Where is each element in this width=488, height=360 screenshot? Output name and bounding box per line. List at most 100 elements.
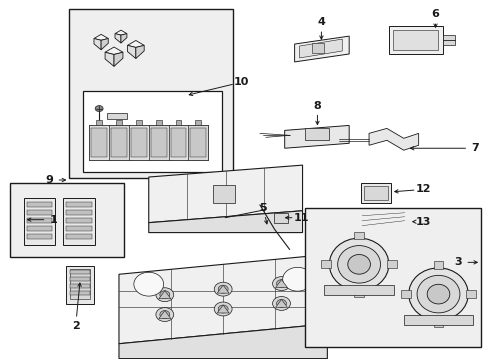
Ellipse shape: [282, 267, 312, 291]
Bar: [213, 185, 235, 203]
Polygon shape: [105, 47, 122, 54]
Ellipse shape: [276, 300, 286, 307]
Ellipse shape: [272, 297, 290, 310]
Bar: [190, 129, 206, 157]
Bar: [66, 226, 92, 231]
Ellipse shape: [156, 288, 173, 302]
Bar: [69, 9, 233, 178]
Bar: [107, 113, 127, 120]
Bar: [66, 210, 92, 215]
Bar: [150, 129, 166, 157]
Ellipse shape: [214, 302, 232, 316]
Bar: [66, 218, 92, 223]
Bar: [364, 186, 387, 200]
Bar: [63, 198, 95, 246]
Polygon shape: [284, 125, 348, 148]
Polygon shape: [94, 34, 108, 40]
Bar: [304, 208, 480, 347]
Bar: [66, 234, 92, 239]
Polygon shape: [114, 52, 122, 66]
Bar: [27, 226, 52, 231]
Polygon shape: [127, 40, 144, 48]
Text: 9: 9: [45, 175, 53, 185]
Ellipse shape: [416, 275, 459, 313]
Bar: [388, 26, 443, 54]
Text: 7: 7: [470, 143, 478, 153]
Polygon shape: [299, 39, 342, 58]
Text: 6: 6: [431, 9, 439, 19]
Bar: [324, 285, 393, 295]
Ellipse shape: [156, 307, 173, 321]
Polygon shape: [94, 39, 101, 50]
Polygon shape: [115, 33, 121, 43]
Bar: [443, 35, 454, 45]
Ellipse shape: [95, 105, 103, 112]
Bar: [304, 129, 328, 140]
Ellipse shape: [328, 238, 388, 291]
Polygon shape: [115, 30, 127, 35]
Ellipse shape: [337, 246, 380, 283]
Polygon shape: [127, 45, 136, 59]
Ellipse shape: [347, 255, 370, 274]
Text: 11: 11: [293, 213, 309, 223]
Ellipse shape: [160, 291, 169, 299]
Bar: [353, 231, 364, 239]
Polygon shape: [105, 52, 114, 66]
Bar: [91, 129, 107, 157]
Bar: [392, 30, 438, 50]
Bar: [70, 277, 90, 281]
Bar: [70, 269, 90, 299]
Bar: [312, 43, 324, 53]
Text: 3: 3: [453, 257, 461, 267]
Polygon shape: [119, 255, 326, 344]
Bar: [195, 121, 201, 125]
Bar: [136, 121, 142, 125]
Bar: [466, 290, 475, 298]
Bar: [148, 125, 168, 160]
Text: 4: 4: [317, 17, 325, 27]
Polygon shape: [275, 280, 287, 288]
Bar: [403, 315, 472, 325]
Text: 1: 1: [49, 215, 57, 225]
Bar: [10, 183, 123, 257]
Bar: [70, 291, 90, 295]
Bar: [70, 270, 90, 274]
Bar: [175, 121, 181, 125]
Bar: [129, 125, 148, 160]
Polygon shape: [159, 291, 170, 299]
Text: 5: 5: [259, 203, 266, 213]
Ellipse shape: [276, 280, 286, 288]
Bar: [386, 260, 396, 268]
Text: 2: 2: [72, 321, 80, 331]
Text: 12: 12: [415, 184, 430, 194]
Polygon shape: [217, 285, 229, 293]
Bar: [400, 290, 410, 298]
Bar: [155, 121, 162, 125]
Bar: [170, 129, 186, 157]
Ellipse shape: [160, 311, 169, 319]
Polygon shape: [368, 129, 418, 150]
Bar: [66, 202, 92, 207]
Bar: [353, 289, 364, 297]
Bar: [116, 121, 122, 125]
Ellipse shape: [272, 276, 290, 291]
Polygon shape: [136, 45, 144, 59]
Bar: [96, 121, 102, 125]
Bar: [66, 266, 94, 304]
Text: 8: 8: [313, 100, 321, 111]
Ellipse shape: [218, 285, 228, 293]
Bar: [24, 198, 55, 246]
Bar: [273, 213, 287, 223]
Polygon shape: [294, 36, 348, 62]
Polygon shape: [101, 39, 108, 50]
Bar: [83, 91, 222, 172]
Bar: [27, 202, 52, 207]
Bar: [433, 261, 443, 269]
Bar: [109, 125, 129, 160]
Bar: [188, 125, 208, 160]
Bar: [27, 218, 52, 223]
Bar: [168, 125, 188, 160]
Ellipse shape: [218, 305, 228, 313]
Text: 10: 10: [234, 77, 249, 87]
Polygon shape: [148, 211, 302, 233]
